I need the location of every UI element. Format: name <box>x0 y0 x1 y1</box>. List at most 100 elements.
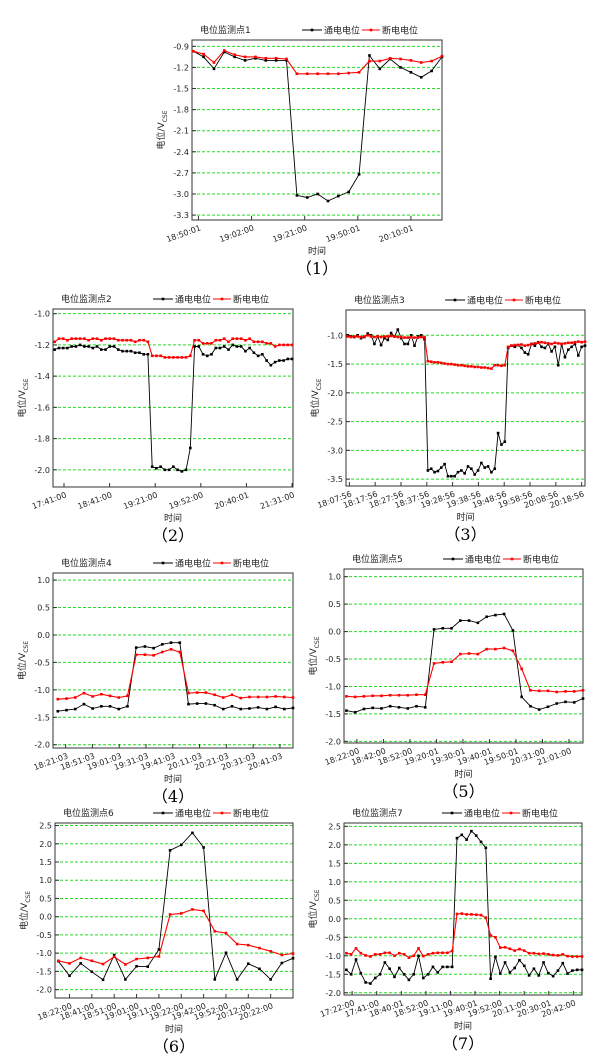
on-potential-point <box>403 342 406 346</box>
chart-2: -1.0 -1.2 -1.4 -1.6 -1.8 -2.0 17:41:00 18:41:00… <box>16 293 296 545</box>
x-tick-label: 19:50:01 <box>325 223 362 244</box>
off-potential-point <box>485 647 488 651</box>
legend-off-marker <box>220 811 224 815</box>
off-potential-point <box>529 689 532 692</box>
on-potential-point <box>459 619 462 622</box>
off-potential-point <box>571 955 574 958</box>
off-potential-point <box>456 363 460 367</box>
on-potential-point <box>503 961 507 964</box>
off-potential-point <box>556 342 560 345</box>
y-tick-label: -2.5 <box>327 418 343 427</box>
plot-frame <box>52 308 294 488</box>
off-potential-point <box>575 955 579 958</box>
on-potential-point <box>91 346 95 350</box>
off-potential-point <box>91 695 94 698</box>
off-potential-point <box>441 661 445 664</box>
on-potential-point <box>473 473 476 476</box>
y-tick-label: 1.0 <box>37 576 50 585</box>
on-potential-point <box>264 59 268 62</box>
off-potential-point <box>82 691 86 695</box>
x-axis-label: 时间 <box>164 512 182 524</box>
on-potential-point <box>453 474 456 478</box>
y-tick-label: 1.0 <box>39 876 52 885</box>
on-potential-point <box>426 972 430 976</box>
off-potential-point <box>167 356 171 359</box>
on-potential-point <box>214 346 218 350</box>
off-potential-point <box>433 361 436 364</box>
y-axis-label-sub: CSE <box>23 378 30 390</box>
on-potential-point <box>566 972 569 975</box>
on-potential-point <box>508 971 512 974</box>
off-potential-point <box>397 693 401 697</box>
on-potential-point <box>124 978 127 981</box>
off-potential-point <box>138 338 141 342</box>
off-potential-point <box>446 951 449 955</box>
off-potential-point <box>483 366 487 369</box>
off-potential-point <box>290 343 294 347</box>
off-potential-point <box>291 696 295 699</box>
off-potential-point <box>466 365 470 368</box>
on-potential-point <box>543 346 547 350</box>
on-potential-point <box>432 628 436 631</box>
on-potential-point <box>556 363 560 367</box>
x-axis-label: 时间 <box>308 245 326 257</box>
y-tick-label: 0.5 <box>39 894 52 903</box>
chart-caption: （6） <box>153 1037 195 1056</box>
on-potential-point <box>247 962 250 966</box>
on-potential-point <box>252 351 256 355</box>
off-potential-point <box>258 946 261 950</box>
on-potential-point <box>575 968 579 972</box>
y-tick-label: -1.6 <box>34 403 50 412</box>
off-potential-point <box>222 696 225 699</box>
on-potential-point <box>286 357 290 361</box>
off-potential-point <box>73 696 77 699</box>
on-potential-point <box>157 948 161 951</box>
on-potential-point <box>520 346 523 350</box>
off-potential-point <box>121 338 124 342</box>
on-potential-point <box>290 357 294 361</box>
off-potential-point <box>532 951 536 955</box>
on-potential-point <box>498 972 502 975</box>
on-potential-point <box>511 629 515 632</box>
on-potential-point <box>104 348 107 351</box>
on-potential-point <box>415 704 418 708</box>
y-tick-label: -1.0 <box>325 952 341 961</box>
off-potential-point <box>235 942 239 946</box>
off-potential-point <box>570 341 573 345</box>
legend-off-marker <box>220 297 224 301</box>
on-potential-point <box>74 345 78 348</box>
on-potential-point <box>159 465 162 469</box>
off-potential-point <box>407 956 411 959</box>
x-tick-label: 17:41:00 <box>31 490 68 511</box>
on-potential-point <box>563 355 567 359</box>
on-potential-point <box>326 199 330 203</box>
legend-off-label: 断电电位 <box>233 808 269 820</box>
off-potential-point <box>526 343 530 347</box>
on-potential-point <box>419 75 423 79</box>
off-potential-point <box>510 344 513 347</box>
off-potential-point <box>522 949 526 952</box>
legend-off-label: 断电电位 <box>523 554 559 566</box>
on-potential-point <box>523 351 527 354</box>
off-potential-point <box>543 341 547 345</box>
off-potential-point <box>553 341 557 345</box>
off-potential-point <box>256 695 260 699</box>
off-potential-point <box>412 954 415 958</box>
off-potential-point <box>53 340 56 344</box>
on-potential-point <box>540 345 543 349</box>
off-potential-point <box>369 335 373 338</box>
plot-frame <box>343 568 584 744</box>
off-potential-point <box>577 340 580 343</box>
on-potential-point <box>429 467 433 471</box>
y-tick-label: 2.5 <box>39 822 52 831</box>
off-potential-point <box>125 338 129 342</box>
off-potential-point <box>416 336 420 339</box>
on-potential-point <box>577 354 580 357</box>
off-potential-point <box>453 363 456 366</box>
on-potential-point <box>100 705 103 708</box>
on-potential-point <box>265 359 268 362</box>
on-potential-point <box>169 641 173 644</box>
on-potential-point <box>282 707 286 711</box>
on-potential-point <box>456 470 460 474</box>
